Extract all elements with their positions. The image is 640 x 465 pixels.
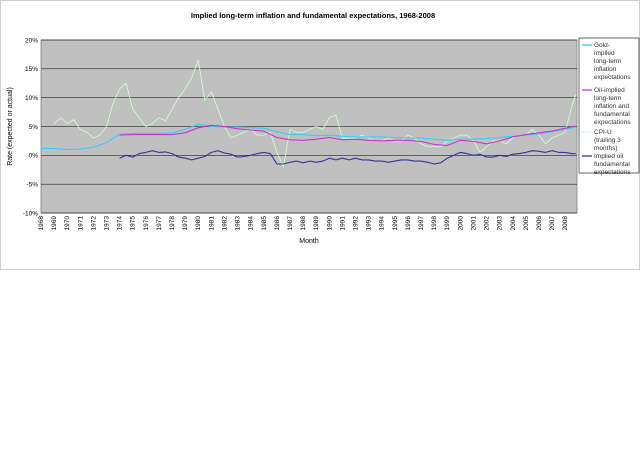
x-tick-label: 1988 — [300, 216, 307, 231]
x-tick-label: 2000 — [457, 216, 464, 231]
x-tick-label: 1989 — [313, 216, 320, 231]
x-tick-label: 2007 — [549, 216, 556, 231]
x-tick-label: 2004 — [510, 216, 517, 231]
x-tick-label: 1982 — [221, 216, 228, 231]
legend-label-2: Oil-implied long-term inflation and fundame… — [594, 87, 631, 126]
x-tick-label: 1985 — [261, 216, 268, 231]
x-tick-label: 2003 — [497, 216, 504, 231]
x-tick-label: 2005 — [523, 216, 530, 231]
x-tick-label: 1973 — [103, 216, 110, 231]
x-tick-label: 1995 — [392, 216, 399, 231]
y-tick-label: -5% — [26, 181, 38, 188]
x-tick-label: 1972 — [90, 216, 97, 231]
series-line-4 — [119, 150, 576, 165]
x-tick-label: 1981 — [208, 216, 215, 231]
x-axis-label: Month — [299, 238, 319, 245]
x-tick-label: 1971 — [77, 216, 84, 231]
x-tick-label: 1997 — [418, 216, 425, 231]
legend-label-3: CPI-U (trailing 3 months) — [594, 129, 621, 152]
x-tick-label: 1975 — [130, 216, 137, 231]
x-tick-label: 2001 — [470, 216, 477, 231]
x-tick-label: 2002 — [484, 216, 491, 231]
x-tick-label: 1994 — [379, 216, 386, 231]
y-tick-label: 10% — [25, 95, 38, 102]
x-tick-label: 1979 — [182, 216, 189, 231]
x-tick-label: 1969 — [51, 216, 58, 231]
y-axis-label: Rate (expected or actual) — [7, 87, 14, 166]
x-tick-label: 1980 — [195, 216, 202, 231]
x-tick-label: 2008 — [562, 216, 569, 231]
legend-label-1: Gold-implied long-term inflation expectatio… — [594, 42, 631, 81]
chart-title: Implied long-term inflation and fundamen… — [191, 11, 435, 20]
y-tick-label: 15% — [25, 66, 38, 73]
y-tick-label: 20% — [25, 37, 38, 44]
x-tick-label: 1970 — [64, 216, 71, 231]
x-tick-label: 1986 — [274, 216, 281, 231]
x-tick-label: 1991 — [339, 216, 346, 231]
x-tick-label: 1984 — [248, 216, 255, 231]
series-line-2 — [119, 124, 576, 147]
x-tick-label: 1977 — [156, 216, 163, 231]
x-tick-label: 1998 — [431, 216, 438, 231]
x-tick-label: 1987 — [287, 216, 294, 231]
chart-frame: Implied long-term inflation and fundamen… — [0, 0, 640, 270]
y-tick-label: -10% — [23, 210, 38, 217]
x-tick-label: 1990 — [326, 216, 333, 231]
x-tick-label: 1992 — [352, 216, 359, 231]
chart-svg: Implied long-term inflation and fundamen… — [7, 11, 640, 245]
y-tick-label: 5% — [29, 124, 39, 131]
x-tick-label: 1976 — [143, 216, 150, 231]
x-tick-label: 1996 — [405, 216, 412, 231]
x-tick-label: 1983 — [235, 216, 242, 231]
x-tick-label: 2006 — [536, 216, 543, 231]
x-tick-label: 1993 — [366, 216, 373, 231]
legend-label-4: Implied oil fundamental expectations — [594, 153, 631, 176]
legend-box — [578, 37, 640, 174]
x-tick-label: 1974 — [117, 216, 124, 231]
x-tick-label: 1999 — [444, 216, 451, 231]
y-tick-label: 0% — [29, 153, 39, 160]
x-tick-label: 1968 — [38, 216, 45, 231]
x-tick-label: 1978 — [169, 216, 176, 231]
series-line-1 — [41, 123, 576, 151]
